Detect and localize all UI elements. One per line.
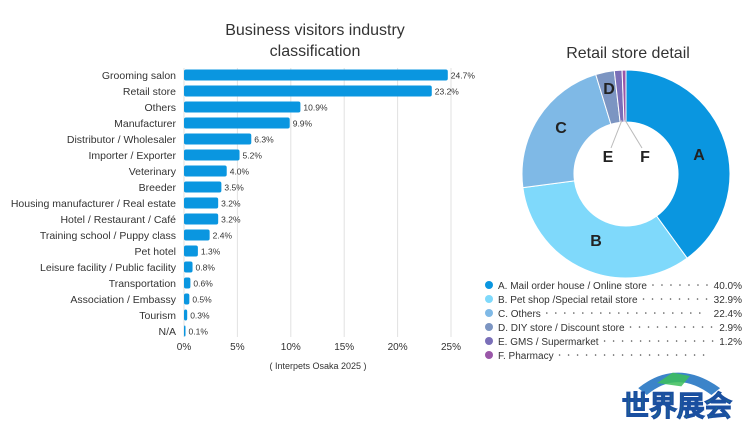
- slice-letter: F: [640, 149, 650, 166]
- bar: [184, 325, 186, 337]
- category-label: N/A: [158, 326, 176, 338]
- x-tick-label: 5%: [230, 342, 245, 353]
- slice-letter: D: [603, 81, 615, 98]
- donut-slice: [521, 73, 612, 189]
- watermark-logo: 世界展会: [621, 372, 733, 420]
- bar: [184, 117, 290, 129]
- category-label: Importer / Exporter: [88, 150, 176, 162]
- bar: [184, 133, 252, 145]
- bar: [184, 261, 193, 273]
- data-label: 0.1%: [189, 327, 209, 337]
- legend-value: 1.2%: [719, 337, 742, 348]
- legend-value: 40.0%: [714, 281, 742, 292]
- donut-slice: [522, 180, 688, 279]
- category-label: Grooming salon: [102, 70, 176, 82]
- category-label: Manufacturer: [114, 118, 176, 130]
- data-label: 5.2%: [243, 151, 263, 161]
- legend-label: E. GMS / Supermarket: [498, 337, 599, 348]
- x-tick-label: 25%: [441, 342, 461, 353]
- bar: [184, 149, 240, 161]
- data-label: 0.3%: [190, 311, 210, 321]
- data-label: 3.2%: [221, 199, 241, 209]
- data-label: 10.9%: [303, 103, 328, 113]
- slice-letter: E: [603, 149, 614, 166]
- category-label: Veterinary: [129, 166, 177, 178]
- category-label: Leisure facility / Public facility: [40, 262, 177, 274]
- data-label: 6.3%: [254, 135, 274, 145]
- data-label: 0.5%: [192, 295, 212, 305]
- leader-line: [610, 119, 623, 149]
- slice-letter: A: [693, 147, 705, 164]
- category-label: Hotel / Restaurant / Café: [60, 214, 176, 226]
- data-label: 0.8%: [196, 263, 216, 273]
- slice-letter: C: [555, 120, 567, 137]
- category-label: Others: [144, 102, 176, 114]
- legend-label: D. DIY store / Discount store: [498, 323, 625, 334]
- bar: [184, 101, 301, 113]
- donut-chart-title: Retail store detail: [566, 45, 690, 62]
- legend-label: C. Others: [498, 309, 541, 320]
- legend-value: 22.4%: [714, 309, 742, 320]
- bar: [184, 213, 219, 225]
- bar-chart-title-line2: classification: [270, 43, 361, 60]
- legend-marker: [485, 323, 493, 331]
- legend-label: A. Mail order house / Online store: [498, 281, 647, 292]
- donut-slice: [625, 69, 731, 259]
- bar: [184, 229, 210, 241]
- legend-marker: [485, 309, 493, 317]
- bar: [184, 245, 198, 257]
- category-label: Retail store: [123, 86, 176, 98]
- category-label: Distributor / Wholesaler: [67, 134, 177, 146]
- bar: [184, 181, 222, 193]
- legend-marker: [485, 295, 493, 303]
- source-note: ( Interpets Osaka 2025 ): [269, 361, 366, 371]
- x-tick-label: 0%: [177, 342, 192, 353]
- bar: [184, 277, 191, 289]
- legend-value: 32.9%: [714, 295, 742, 306]
- leader-line: [624, 119, 643, 149]
- category-label: Tourism: [139, 310, 176, 322]
- bar: [184, 165, 227, 177]
- data-label: 4.0%: [230, 167, 250, 177]
- category-label: Pet hotel: [135, 246, 176, 258]
- legend-label: B. Pet shop /Special retail store: [498, 295, 638, 306]
- svg-text:世界展会: 世界展会: [622, 391, 733, 420]
- legend-marker: [485, 351, 493, 359]
- data-label: 1.3%: [201, 247, 221, 257]
- data-label: 23.2%: [435, 87, 460, 97]
- category-label: Breeder: [139, 182, 177, 194]
- legend-marker: [485, 281, 493, 289]
- category-label: Training school / Puppy class: [40, 230, 176, 242]
- legend-label: F. Pharmacy: [498, 351, 554, 362]
- x-tick-label: 20%: [388, 342, 408, 353]
- category-label: Association / Embassy: [70, 294, 176, 306]
- legend-marker: [485, 337, 493, 345]
- bar: [184, 85, 432, 97]
- bar: [184, 309, 188, 321]
- data-label: 9.9%: [293, 119, 313, 129]
- data-label: 3.2%: [221, 215, 241, 225]
- data-label: 0.6%: [193, 279, 213, 289]
- slice-letter: B: [590, 233, 602, 250]
- data-label: 2.4%: [213, 231, 233, 241]
- bar: [184, 69, 448, 81]
- x-tick-label: 15%: [334, 342, 354, 353]
- data-label: 3.5%: [224, 183, 244, 193]
- data-label: 24.7%: [451, 71, 476, 81]
- legend-value: 2.9%: [719, 323, 742, 334]
- category-label: Housing manufacturer / Real estate: [11, 198, 176, 210]
- category-label: Transportation: [109, 278, 176, 290]
- bar: [184, 293, 190, 305]
- bar: [184, 197, 219, 209]
- x-tick-label: 10%: [281, 342, 301, 353]
- bar-chart-title: Business visitors industry: [225, 22, 405, 39]
